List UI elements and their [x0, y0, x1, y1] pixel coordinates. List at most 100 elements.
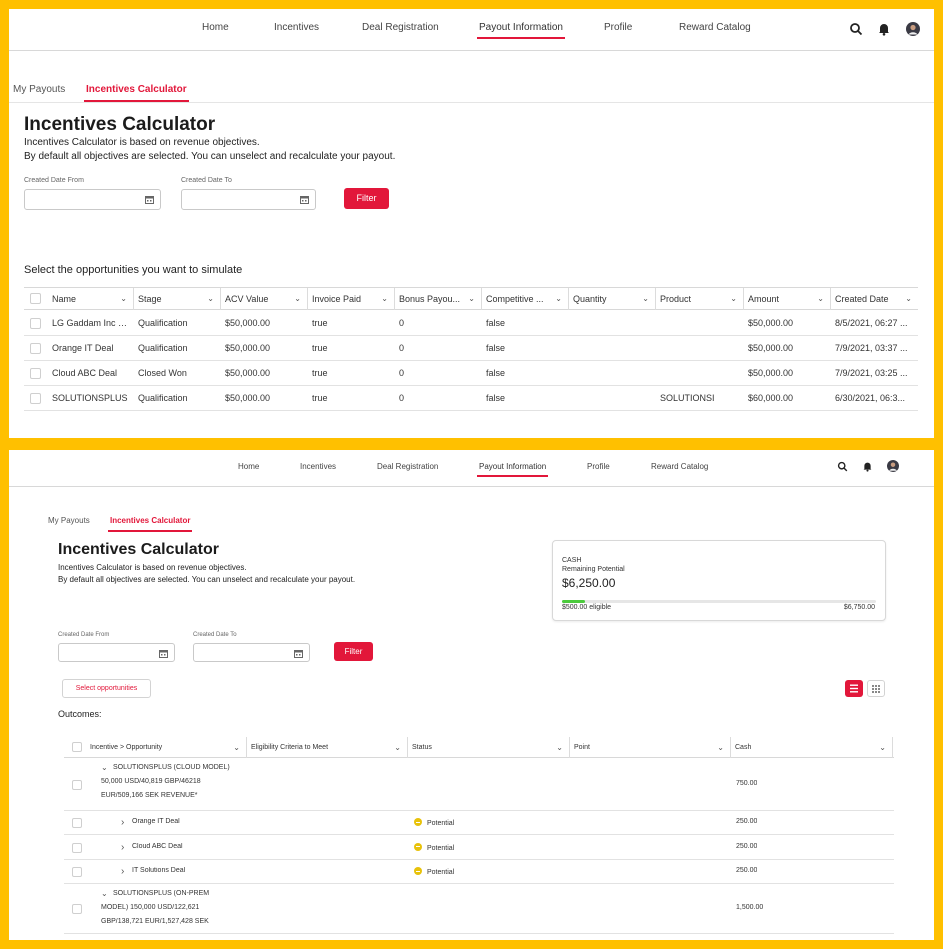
col-header[interactable]: ACV Value ⌄ [221, 288, 308, 310]
row-checkbox[interactable] [30, 318, 41, 329]
chevron-down-icon[interactable]: ⌄ [555, 294, 562, 303]
opportunity-row[interactable]: › Orange IT Deal Potential 250.00 [64, 811, 894, 835]
table-cell[interactable]: Cloud ABC Deal [52, 368, 118, 378]
select-all-checkbox[interactable] [72, 742, 82, 752]
table-row[interactable]: LG Gaddam Inc D... Qualification $50,000.0… [24, 311, 918, 336]
nav-deal-registration[interactable]: Deal Registration [362, 22, 439, 33]
row-checkbox[interactable] [72, 904, 82, 914]
table-row[interactable]: Cloud ABC Deal Closed Won $50,000.00 true 0 f… [24, 361, 918, 386]
created-date-to-input[interactable] [193, 643, 310, 662]
calendar-icon[interactable] [300, 195, 309, 204]
select-opportunities-button[interactable]: Select opportunities [62, 679, 151, 698]
bell-icon[interactable] [862, 461, 873, 472]
calendar-icon[interactable] [145, 195, 154, 204]
top-nav: Home Incentives Deal Registration Payout… [9, 450, 934, 487]
chevron-down-icon[interactable]: ⌄ [381, 294, 388, 303]
filter-button[interactable]: Filter [334, 642, 373, 661]
col-header[interactable]: Eligibility Criteria to Meet ⌄ [247, 737, 408, 758]
row-checkbox[interactable] [30, 368, 41, 379]
chevron-down-icon[interactable]: ⌄ [817, 294, 824, 303]
chevron-down-icon[interactable]: ⌄ [394, 743, 401, 752]
table-cell: $50,000.00 [225, 368, 271, 378]
col-header[interactable]: Created Date ⌄ [831, 288, 918, 310]
nav-reward-catalog[interactable]: Reward Catalog [679, 22, 751, 33]
created-date-to-input[interactable] [181, 189, 316, 210]
chevron-down-icon[interactable]: ⌄ [556, 743, 563, 752]
tab-incentives-calculator[interactable]: Incentives Calculator [84, 84, 189, 102]
nav-profile[interactable]: Profile [587, 462, 610, 471]
nav-reward-catalog[interactable]: Reward Catalog [651, 462, 709, 471]
chevron-down-icon[interactable]: ⌄ [730, 294, 737, 303]
chevron-down-icon[interactable]: ⌄ [642, 294, 649, 303]
col-header[interactable]: Status ⌄ [408, 737, 570, 758]
calendar-icon[interactable] [294, 649, 303, 658]
row-checkbox[interactable] [72, 779, 82, 790]
col-header[interactable]: Incentive > Opportunity ⌄ [86, 737, 247, 758]
table-row[interactable]: SOLUTIONSPLUS Qualification $50,000.00 true… [24, 386, 918, 411]
opportunity-row[interactable]: › Cloud ABC Deal Potential 250.00 [64, 835, 894, 860]
expand-chevron-right-icon[interactable]: › [121, 866, 125, 877]
avatar[interactable] [887, 460, 899, 472]
col-header[interactable]: Name ⌄ [48, 288, 134, 310]
incentive-row[interactable]: ⌄ SOLUTIONSPLUS (CLOUD MODEL) 50,000 USD/4… [64, 758, 894, 811]
nav-incentives[interactable]: Incentives [300, 462, 337, 471]
tab-my-payouts[interactable]: My Payouts [13, 84, 66, 95]
filter-button[interactable]: Filter [344, 188, 389, 209]
created-date-from-input[interactable] [58, 643, 175, 662]
chevron-down-icon[interactable]: ⌄ [120, 294, 127, 303]
row-checkbox[interactable] [72, 842, 82, 853]
col-header[interactable]: Product ⌄ [656, 288, 744, 310]
col-header[interactable]: Cash ⌄ [731, 737, 893, 758]
avatar[interactable] [906, 22, 920, 36]
row-checkbox[interactable] [72, 867, 82, 877]
col-header[interactable]: Invoice Paid ⌄ [308, 288, 395, 310]
search-icon[interactable] [849, 22, 863, 36]
col-header-label: Cash [735, 744, 752, 751]
chevron-down-icon[interactable]: ⌄ [207, 294, 214, 303]
nav-home[interactable]: Home [238, 462, 260, 471]
col-header[interactable]: Quantity ⌄ [569, 288, 656, 310]
nav-profile[interactable]: Profile [604, 22, 633, 33]
opportunity-row[interactable]: › IT Solutions Deal Potential 250.00 [64, 860, 894, 884]
expand-chevron-down-icon[interactable]: ⌄ [101, 889, 108, 898]
tab-my-payouts[interactable]: My Payouts [48, 516, 90, 525]
col-header[interactable]: Point ⌄ [570, 737, 731, 758]
expand-chevron-down-icon[interactable]: ⌄ [101, 763, 108, 772]
expand-chevron-right-icon[interactable]: › [121, 841, 125, 853]
col-header[interactable]: Bonus Payou... ⌄ [395, 288, 482, 310]
nav-payout-information[interactable]: Payout Information [477, 22, 565, 39]
chevron-down-icon[interactable]: ⌄ [294, 294, 301, 303]
nav-home[interactable]: Home [202, 22, 229, 33]
table-cell[interactable]: SOLUTIONSPLUS [52, 393, 128, 403]
col-header[interactable]: Competitive ... ⌄ [482, 288, 569, 310]
table-cell[interactable]: LG Gaddam Inc D... [52, 318, 132, 328]
chevron-down-icon[interactable]: ⌄ [233, 743, 240, 752]
bell-icon[interactable] [877, 22, 891, 36]
chevron-down-icon[interactable]: ⌄ [468, 294, 475, 303]
col-header[interactable]: Amount ⌄ [744, 288, 831, 310]
incentive-row[interactable]: ⌄ SOLUTIONSPLUS (ON-PREM MODEL) 150,000 US… [64, 884, 894, 934]
chevron-down-icon[interactable]: ⌄ [905, 294, 912, 303]
grid-view-button[interactable] [867, 680, 885, 697]
row-checkbox[interactable] [30, 393, 41, 404]
expand-chevron-right-icon[interactable]: › [121, 817, 125, 828]
chevron-down-icon[interactable]: ⌄ [717, 743, 724, 752]
nav-incentives[interactable]: Incentives [274, 22, 320, 33]
select-all-checkbox[interactable] [30, 293, 41, 304]
tab-incentives-calculator[interactable]: Incentives Calculator [107, 516, 193, 532]
row-checkbox[interactable] [72, 818, 82, 828]
table-cell: 7/9/2021, 03:37 ... [835, 343, 908, 353]
created-date-from-input[interactable] [24, 189, 161, 210]
list-view-button[interactable] [845, 680, 863, 697]
chevron-down-icon[interactable]: ⌄ [879, 743, 886, 752]
col-header[interactable]: Stage ⌄ [134, 288, 221, 310]
calendar-icon[interactable] [159, 649, 168, 658]
table-cell[interactable]: Orange IT Deal [52, 343, 114, 353]
row-checkbox[interactable] [30, 343, 41, 354]
nav-deal-registration[interactable]: Deal Registration [377, 462, 439, 471]
nav-payout-information[interactable]: Payout Information [476, 462, 549, 477]
col-header-label: Invoice Paid [312, 294, 362, 304]
search-icon[interactable] [837, 461, 848, 472]
status-label: Potential [427, 869, 455, 876]
table-row[interactable]: Orange IT Deal Qualification $50,000.00 tru… [24, 336, 918, 361]
